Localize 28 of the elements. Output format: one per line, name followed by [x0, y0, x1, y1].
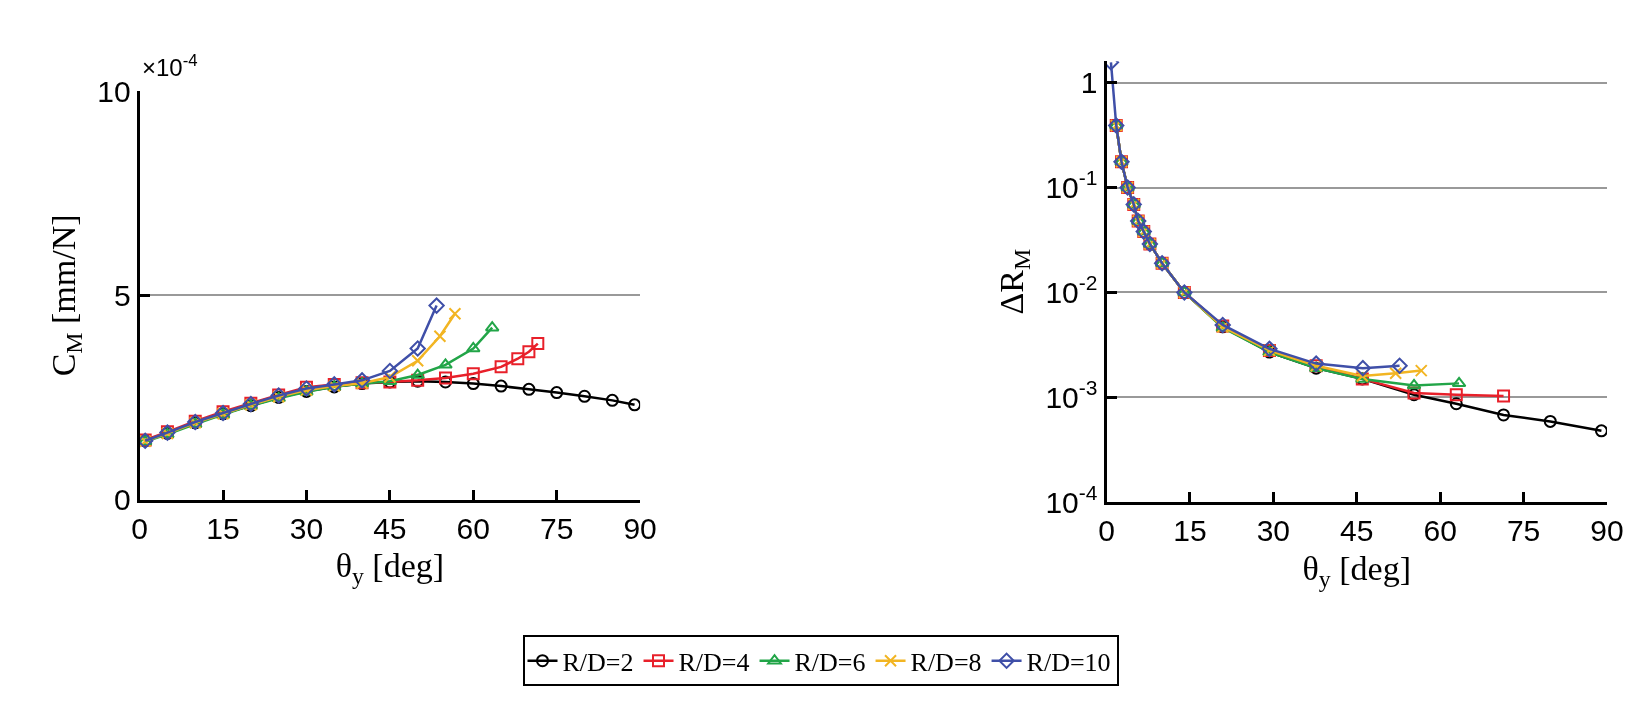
y-tick-label: 5	[113, 278, 131, 312]
legend-label: R/D=10	[1026, 647, 1111, 677]
x-tick-label: 30	[289, 511, 324, 545]
x-tick-label: 75	[540, 511, 574, 545]
y-tick-label: 0	[113, 483, 131, 517]
legend-label: R/D=8	[910, 647, 982, 677]
y-tick-label: 10$^{-1}$	[1045, 166, 1098, 204]
y-tick-label: 10$^{-3}$	[1045, 376, 1098, 414]
y-tick-label: 1	[1080, 66, 1098, 100]
x-tick-label: 60	[1423, 514, 1457, 548]
y-tick-label: 10	[97, 74, 131, 108]
x-tick-label: 90	[623, 511, 657, 545]
legend-label: R/D=4	[678, 647, 750, 677]
x-tick-label: 45	[373, 511, 407, 545]
x-tick-label: 75	[1506, 514, 1541, 548]
x-tick-label: 30	[1256, 514, 1291, 548]
y-tick-label: 10$^{-2}$	[1045, 271, 1098, 309]
legend-label: R/D=6	[794, 647, 866, 677]
x-axis-title: θ$_{y}$ [deg]	[335, 546, 445, 590]
legend-label: R/D=2	[562, 647, 634, 677]
x-tick-label: 60	[456, 511, 490, 545]
x-tick-label: 90	[1590, 514, 1624, 548]
x-axis-title: θ$_{y}$ [deg]	[1302, 549, 1411, 592]
x-tick-label: 15	[206, 511, 240, 545]
x-tick-label: 15	[1173, 514, 1207, 548]
y-tick-label: 10$^{-4}$	[1045, 481, 1098, 519]
x-tick-label: 45	[1340, 514, 1374, 548]
text: ×10$^{-4}$	[142, 51, 198, 82]
